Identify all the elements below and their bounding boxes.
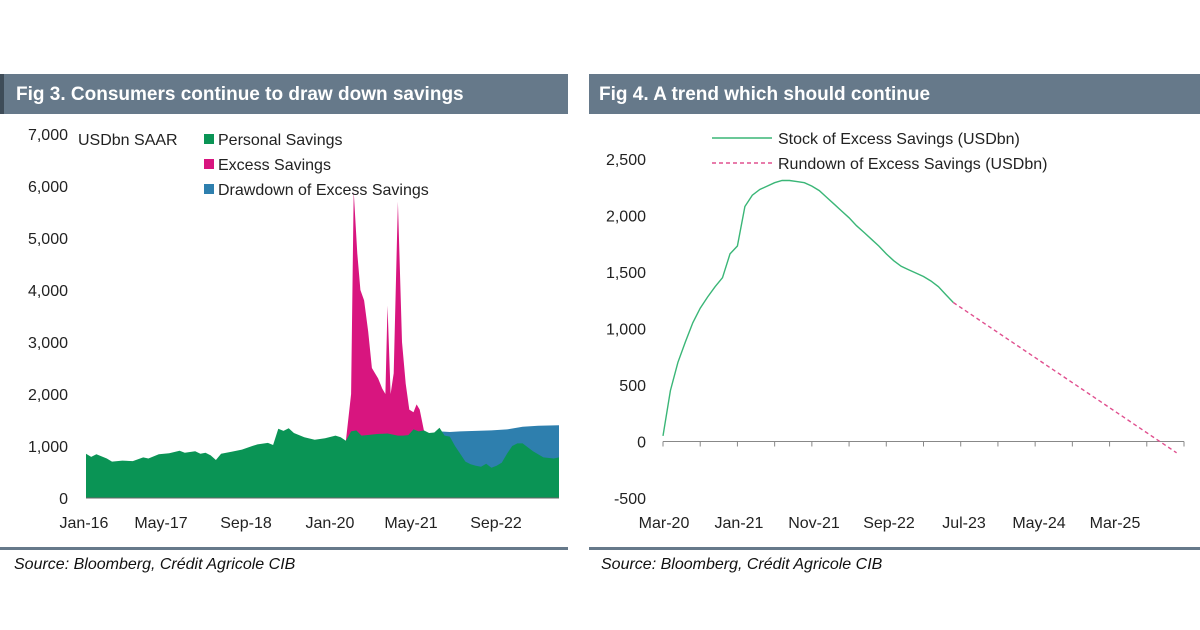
fig3-panel: Fig 3. Consumers continue to draw down s… xyxy=(0,74,568,584)
fig3-unit-label: USDbn SAAR xyxy=(78,132,178,149)
fig4-xtick-label: May-24 xyxy=(1012,515,1065,532)
fig3-legend-label: Personal Savings xyxy=(218,132,343,149)
fig4-xtick-label: Mar-25 xyxy=(1090,515,1141,532)
fig3-legend-label: Excess Savings xyxy=(218,157,331,174)
fig4-ytick-label: 2,500 xyxy=(606,152,646,169)
fig3-ytick-label: 2,000 xyxy=(28,387,68,404)
fig4-line-rundown-of-excess-savings xyxy=(952,301,1177,454)
fig4-ytick-label: -500 xyxy=(614,491,646,508)
fig4-source: Source: Bloomberg, Crédit Agricole CIB xyxy=(601,556,883,573)
fig4-ytick-label: 1,000 xyxy=(606,322,646,339)
fig3-title: Fig 3. Consumers continue to draw down s… xyxy=(0,74,568,114)
fig3-area-personal-savings xyxy=(86,427,559,498)
fig4-xtick-label: Mar-20 xyxy=(639,515,690,532)
fig3-xtick-label: May-21 xyxy=(384,515,437,532)
fig4-legend-label: Stock of Excess Savings (USDbn) xyxy=(778,131,1020,148)
fig3-bottom-rule xyxy=(0,547,568,550)
fig3-xtick-label: Jan-16 xyxy=(60,515,109,532)
fig3-ytick-label: 5,000 xyxy=(28,231,68,248)
fig4-panel: Fig 4. A trend which should continue -50… xyxy=(589,74,1200,584)
fig4-legend-label: Rundown of Excess Savings (USDbn) xyxy=(778,156,1047,173)
fig4-xtick-label: Jul-23 xyxy=(942,515,986,532)
fig4-xtick-label: Jan-21 xyxy=(715,515,764,532)
fig3-ytick-label: 6,000 xyxy=(28,179,68,196)
fig3-ytick-label: 3,000 xyxy=(28,335,68,352)
fig4-ytick-label: 1,500 xyxy=(606,265,646,282)
fig4-bottom-rule xyxy=(589,547,1200,550)
fig4-line-stock-of-excess-savings xyxy=(662,179,954,437)
fig3-xtick-label: May-17 xyxy=(134,515,187,532)
fig4-title: Fig 4. A trend which should continue xyxy=(589,74,1200,114)
fig3-legend-label: Drawdown of Excess Savings xyxy=(218,182,429,199)
fig3-legend-swatch xyxy=(204,159,214,169)
fig3-legend-swatch xyxy=(204,134,214,144)
fig4-xtick-label: Sep-22 xyxy=(863,515,915,532)
fig3-source: Source: Bloomberg, Crédit Agricole CIB xyxy=(14,556,296,573)
fig4-ytick-label: 500 xyxy=(619,378,646,395)
fig3-legend-swatch xyxy=(204,184,214,194)
fig3-chart: 0 1,000 2,000 3,000 4,000 5,000 6,000 7,000 Jan-… xyxy=(28,127,559,532)
fig4-ytick-label: 0 xyxy=(637,435,646,452)
fig4-xtick-label: Nov-21 xyxy=(788,515,840,532)
fig3-ytick-label: 0 xyxy=(59,491,68,508)
fig3-ytick-label: 1,000 xyxy=(28,439,68,456)
fig3-xtick-label: Sep-18 xyxy=(220,515,272,532)
fig3-ytick-label: 4,000 xyxy=(28,283,68,300)
fig4-ytick-label: 2,000 xyxy=(606,209,646,226)
fig3-ytick-label: 7,000 xyxy=(28,127,68,144)
fig4-chart: -500 0 500 1,000 1,500 2,000 2,500 Mar-20 Jan-21… xyxy=(606,131,1185,532)
fig3-xtick-label: Sep-22 xyxy=(470,515,522,532)
fig3-xtick-label: Jan-20 xyxy=(306,515,355,532)
fig3-area-excess-savings xyxy=(345,191,424,498)
